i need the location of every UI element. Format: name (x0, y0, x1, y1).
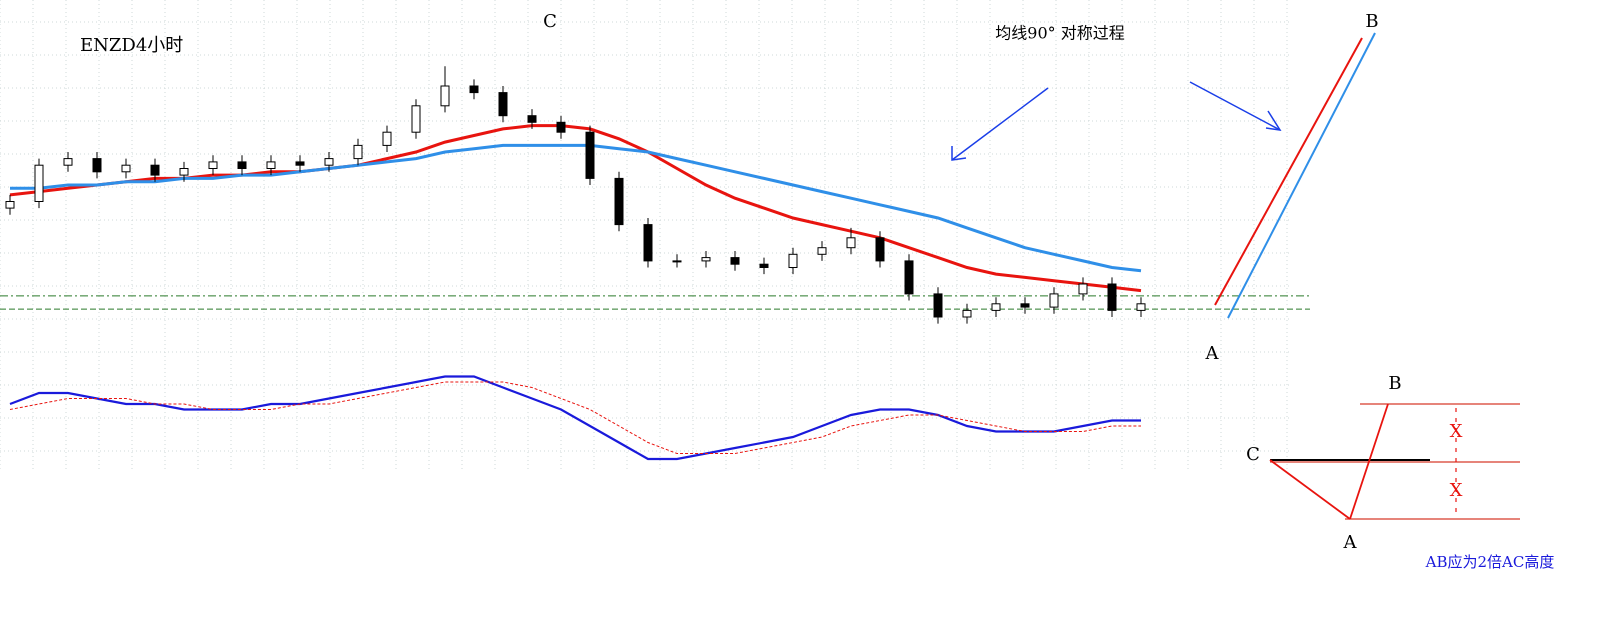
candle-body (63, 158, 73, 166)
label-b: B (1365, 11, 1378, 32)
candle-body (266, 161, 276, 169)
inset-b: B (1388, 373, 1401, 394)
candle-body (672, 260, 682, 263)
candle-body (904, 260, 914, 295)
arrows (951, 32, 1376, 319)
candle-body (788, 253, 798, 269)
candle-body (1020, 303, 1030, 308)
candle-body (295, 161, 305, 166)
candle-body (121, 164, 131, 173)
note: 均线90° 对称过程 (995, 24, 1124, 43)
candle-body (1107, 283, 1117, 311)
candle-body (382, 131, 392, 146)
candle-body (846, 237, 856, 249)
candle-body (730, 257, 740, 265)
candle-body (469, 85, 479, 94)
label-c: C (543, 11, 557, 32)
inset-x: X (1450, 421, 1463, 442)
candle-body (875, 237, 885, 262)
candle-body (237, 161, 247, 169)
inset-caption: AB应为2倍AC高度 (1425, 553, 1555, 571)
candle-body (759, 263, 769, 269)
candle-body (614, 177, 624, 226)
candle-body (701, 257, 711, 262)
candle-body (1078, 283, 1088, 295)
candle-body (527, 115, 537, 123)
candle-body (440, 85, 450, 107)
candle-body (933, 293, 943, 318)
candle-body (324, 158, 334, 166)
inset-x: X (1450, 480, 1463, 501)
inset-c: C (1246, 444, 1260, 465)
candle-body (1049, 293, 1059, 308)
indicator-line (9, 375, 1141, 461)
candle-body (991, 303, 1001, 311)
candle-body (179, 168, 189, 176)
candle-body (498, 92, 508, 117)
inset-diagram (1269, 403, 1520, 520)
candle-body (150, 164, 160, 176)
moving-average (10, 143, 1142, 273)
candle-body (353, 144, 363, 160)
label-a: A (1205, 343, 1220, 364)
plot (0, 66, 1310, 461)
chart-title: ENZD4小时 (80, 35, 183, 56)
candle-body (643, 224, 653, 262)
candle-body (208, 161, 218, 169)
candle-body (1136, 303, 1146, 311)
candle-body (411, 105, 421, 133)
candle-body (585, 131, 595, 179)
moving-average (9, 124, 1142, 293)
candle-body (817, 247, 827, 255)
candle-body (556, 121, 566, 133)
inset-a: A (1343, 532, 1358, 553)
candle-body (5, 201, 15, 209)
indicator-line (9, 381, 1141, 454)
candle-body (962, 309, 972, 318)
candle-body (34, 164, 44, 202)
candle-body (92, 158, 102, 173)
